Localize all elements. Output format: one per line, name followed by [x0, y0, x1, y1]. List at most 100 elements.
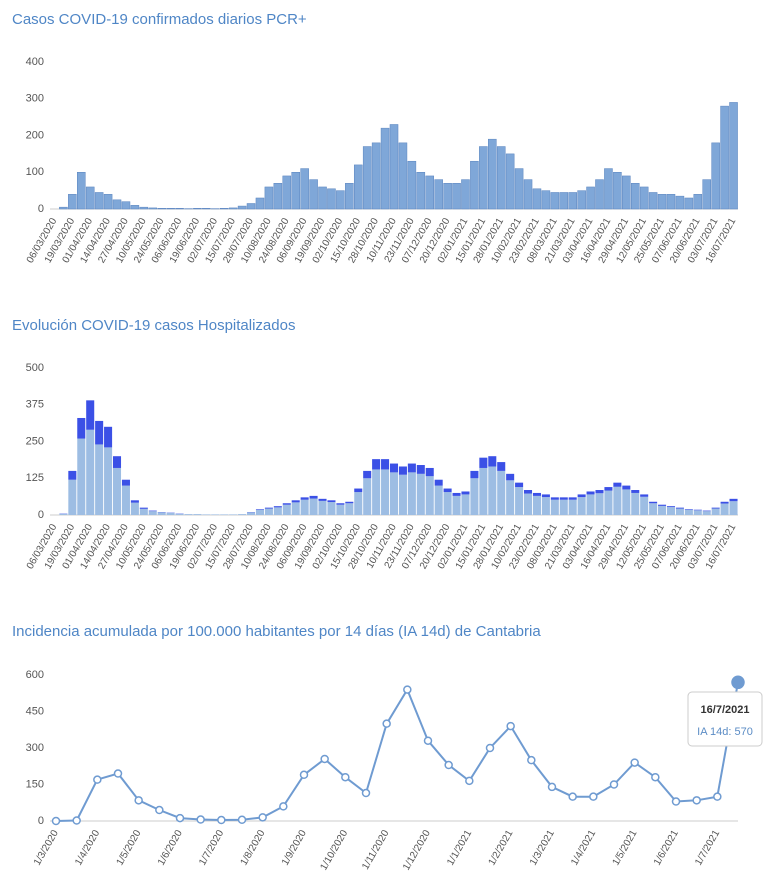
- marker: [547, 782, 557, 792]
- bar: [452, 495, 461, 515]
- bar: [693, 510, 702, 515]
- marker: [527, 755, 536, 765]
- bar: [353, 164, 363, 210]
- bar: [488, 456, 497, 467]
- bar: [666, 507, 676, 515]
- bar: [273, 183, 283, 210]
- bar: [86, 429, 95, 515]
- bar: [613, 486, 622, 515]
- bar: [372, 469, 381, 515]
- marker: [175, 813, 185, 823]
- bar: [246, 203, 256, 210]
- bar: [121, 479, 130, 486]
- x-tick-label: 1/4/2020: [73, 828, 102, 868]
- bar: [613, 172, 622, 210]
- bar: [238, 514, 247, 515]
- x-tick-label: 1/11/2020: [360, 828, 392, 872]
- bar: [684, 197, 694, 210]
- bar: [300, 168, 309, 210]
- bar: [112, 467, 122, 515]
- x-tick-label: 1/7/2020: [197, 828, 226, 868]
- x-tick-label: 1/12/2020: [401, 828, 433, 872]
- y-tick-label: 400: [26, 56, 44, 68]
- marker: [258, 813, 267, 822]
- bar: [202, 208, 211, 210]
- bar: [193, 514, 202, 515]
- bar: [496, 146, 506, 210]
- bar: [104, 447, 113, 515]
- bar: [389, 463, 399, 473]
- bar: [506, 473, 515, 481]
- bar: [130, 205, 140, 210]
- bar: [505, 153, 515, 210]
- bar: [541, 497, 550, 515]
- x-tick-label: 1/8/2020: [239, 828, 268, 868]
- bar: [175, 208, 184, 210]
- marker: [609, 780, 619, 789]
- bar: [470, 160, 479, 210]
- bar: [622, 175, 631, 210]
- bar: [613, 482, 622, 487]
- marker: [155, 805, 164, 815]
- bar: [398, 474, 407, 515]
- bar: [524, 493, 533, 515]
- bar: [264, 507, 273, 509]
- bar: [657, 194, 667, 210]
- bar: [434, 479, 443, 486]
- bar: [523, 179, 533, 210]
- y-tick-label: 0: [38, 815, 44, 827]
- x-tick-label: 1/6/2020: [156, 828, 185, 868]
- bar: [497, 470, 506, 515]
- bar: [720, 501, 729, 504]
- bar: [103, 194, 113, 210]
- x-tick-label: 1/5/2020: [115, 828, 144, 868]
- bar: [247, 512, 256, 515]
- bar: [479, 467, 488, 515]
- bar: [568, 192, 577, 210]
- bar: [130, 500, 139, 503]
- bar: [568, 499, 577, 515]
- line: [55, 682, 739, 822]
- bar: [720, 105, 729, 210]
- bar: [139, 206, 149, 210]
- bar: [68, 470, 77, 480]
- bar: [264, 508, 273, 515]
- bar: [729, 498, 738, 502]
- x-tick-label: 1/4/2021: [569, 828, 598, 868]
- marker: [341, 772, 350, 782]
- bar: [711, 508, 720, 515]
- bar: [77, 172, 86, 210]
- bar: [577, 190, 586, 210]
- marker: [382, 719, 391, 728]
- bar: [327, 500, 336, 503]
- bar: [720, 503, 729, 515]
- bar: [362, 146, 372, 210]
- bar: [336, 503, 345, 505]
- bar: [524, 490, 533, 494]
- bar: [327, 188, 336, 210]
- bar: [389, 472, 399, 515]
- bar: [532, 492, 541, 496]
- bar: [59, 206, 68, 210]
- bar: [309, 498, 318, 515]
- bar: [68, 479, 77, 515]
- bar: [666, 506, 676, 508]
- bar: [532, 495, 541, 515]
- tooltip-box: [687, 691, 763, 747]
- bar: [166, 208, 175, 210]
- bar: [425, 476, 434, 515]
- bar: [675, 508, 684, 515]
- bar: [220, 514, 229, 515]
- bar: [434, 179, 443, 210]
- y-tick-label: 100: [26, 166, 44, 178]
- bar: [514, 168, 524, 210]
- bar: [497, 462, 506, 471]
- marker: [568, 792, 577, 801]
- bar: [255, 509, 264, 510]
- bar: [336, 504, 345, 515]
- bar: [166, 512, 175, 515]
- bar: [345, 503, 354, 515]
- bar: [318, 500, 327, 515]
- y-tick-label: 250: [26, 435, 44, 447]
- bar: [479, 457, 488, 468]
